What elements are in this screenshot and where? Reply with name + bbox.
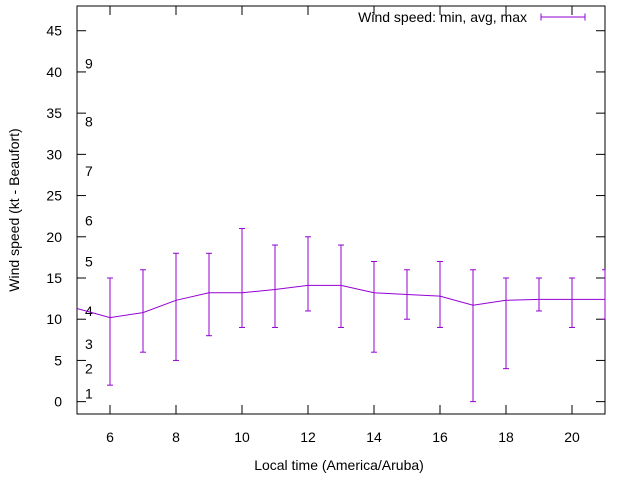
beaufort-label: 5 <box>85 254 93 270</box>
y-tick-label: 45 <box>46 23 62 39</box>
error-bar <box>140 269 146 353</box>
beaufort-label: 9 <box>85 56 93 72</box>
beaufort-label: 2 <box>85 361 93 377</box>
error-bar <box>536 277 542 312</box>
error-bar <box>470 269 476 403</box>
series-wind-speed <box>76 228 606 403</box>
y-tick-label: 15 <box>46 270 62 286</box>
error-bar <box>272 244 278 328</box>
beaufort-label: 3 <box>85 336 93 352</box>
beaufort-scale: 1 2 3 4 5 6 7 8 9 <box>85 56 93 402</box>
error-bar <box>602 269 606 320</box>
x-tick-label: 14 <box>366 429 382 445</box>
error-bar <box>371 261 377 353</box>
error-bar <box>173 252 179 361</box>
error-bar <box>503 277 509 370</box>
y-tick-label: 10 <box>46 311 62 327</box>
x-axis: 6 8 10 12 14 16 18 20 <box>106 6 580 445</box>
x-axis-label: Local time (America/Aruba) <box>254 457 424 473</box>
x-tick-label: 18 <box>498 429 514 445</box>
x-tick-label: 12 <box>300 429 316 445</box>
legend-label: Wind speed: min, avg, max <box>358 9 527 25</box>
error-bar <box>305 236 311 312</box>
y-tick-label: 0 <box>54 394 62 410</box>
error-bar <box>404 269 410 320</box>
beaufort-label: 6 <box>85 212 93 228</box>
beaufort-label: 8 <box>85 113 93 129</box>
error-bar <box>206 252 212 337</box>
error-bar <box>239 228 245 328</box>
y-tick-label: 30 <box>46 146 62 162</box>
plot-area <box>76 5 606 415</box>
error-bar <box>107 277 113 386</box>
legend: Wind speed: min, avg, max <box>358 9 586 25</box>
beaufort-label: 4 <box>85 303 93 319</box>
x-tick-label: 16 <box>432 429 448 445</box>
y-tick-label: 20 <box>46 229 62 245</box>
y-tick-label: 35 <box>46 105 62 121</box>
x-tick-label: 6 <box>106 429 114 445</box>
y-tick-label: 40 <box>46 64 62 80</box>
y-tick-label: 25 <box>46 188 62 204</box>
error-bar <box>338 244 344 328</box>
error-bar <box>437 261 443 328</box>
x-tick-label: 20 <box>564 429 580 445</box>
x-tick-label: 10 <box>234 429 250 445</box>
x-tick-label: 8 <box>172 429 180 445</box>
beaufort-label: 1 <box>85 385 93 401</box>
y-axis-label: Wind speed (kt - Beaufort) <box>6 128 22 291</box>
error-bar <box>569 277 575 328</box>
y-tick-label: 5 <box>54 352 62 368</box>
beaufort-label: 7 <box>85 163 93 179</box>
